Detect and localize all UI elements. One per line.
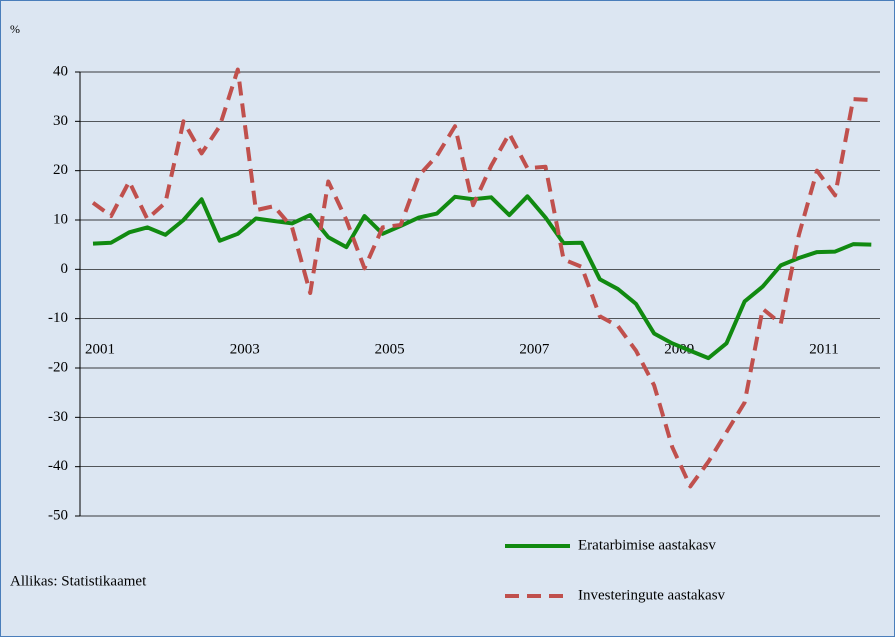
- legend-label: Investeringute aastakasv: [578, 587, 726, 603]
- y-tick-label: 40: [53, 63, 68, 79]
- x-tick-label: 2011: [809, 341, 838, 357]
- x-tick-label: 2005: [375, 341, 405, 357]
- x-tick-label: 2009: [664, 341, 694, 357]
- y-tick-label: -40: [48, 458, 68, 474]
- y-tick-label: -50: [48, 507, 68, 523]
- y-tick-label: 0: [61, 261, 69, 277]
- y-tick-label: 20: [53, 162, 68, 178]
- series-line: [92, 194, 872, 361]
- x-tick-label: 2001: [85, 341, 115, 357]
- source-note: Allikas: Statistikaamet: [10, 573, 147, 589]
- x-tick-label: 2003: [230, 341, 260, 357]
- y-axis-label: %: [10, 22, 20, 36]
- x-tick-label: 2007: [519, 341, 550, 357]
- y-tick-label: -10: [48, 310, 68, 326]
- legend-label: Eratarbimise aastakasv: [578, 537, 716, 553]
- y-tick-label: -20: [48, 359, 68, 375]
- y-tick-label: -30: [48, 409, 68, 425]
- y-tick-label: 30: [53, 113, 68, 129]
- series-line: [91, 67, 872, 489]
- y-tick-label: 10: [53, 211, 68, 227]
